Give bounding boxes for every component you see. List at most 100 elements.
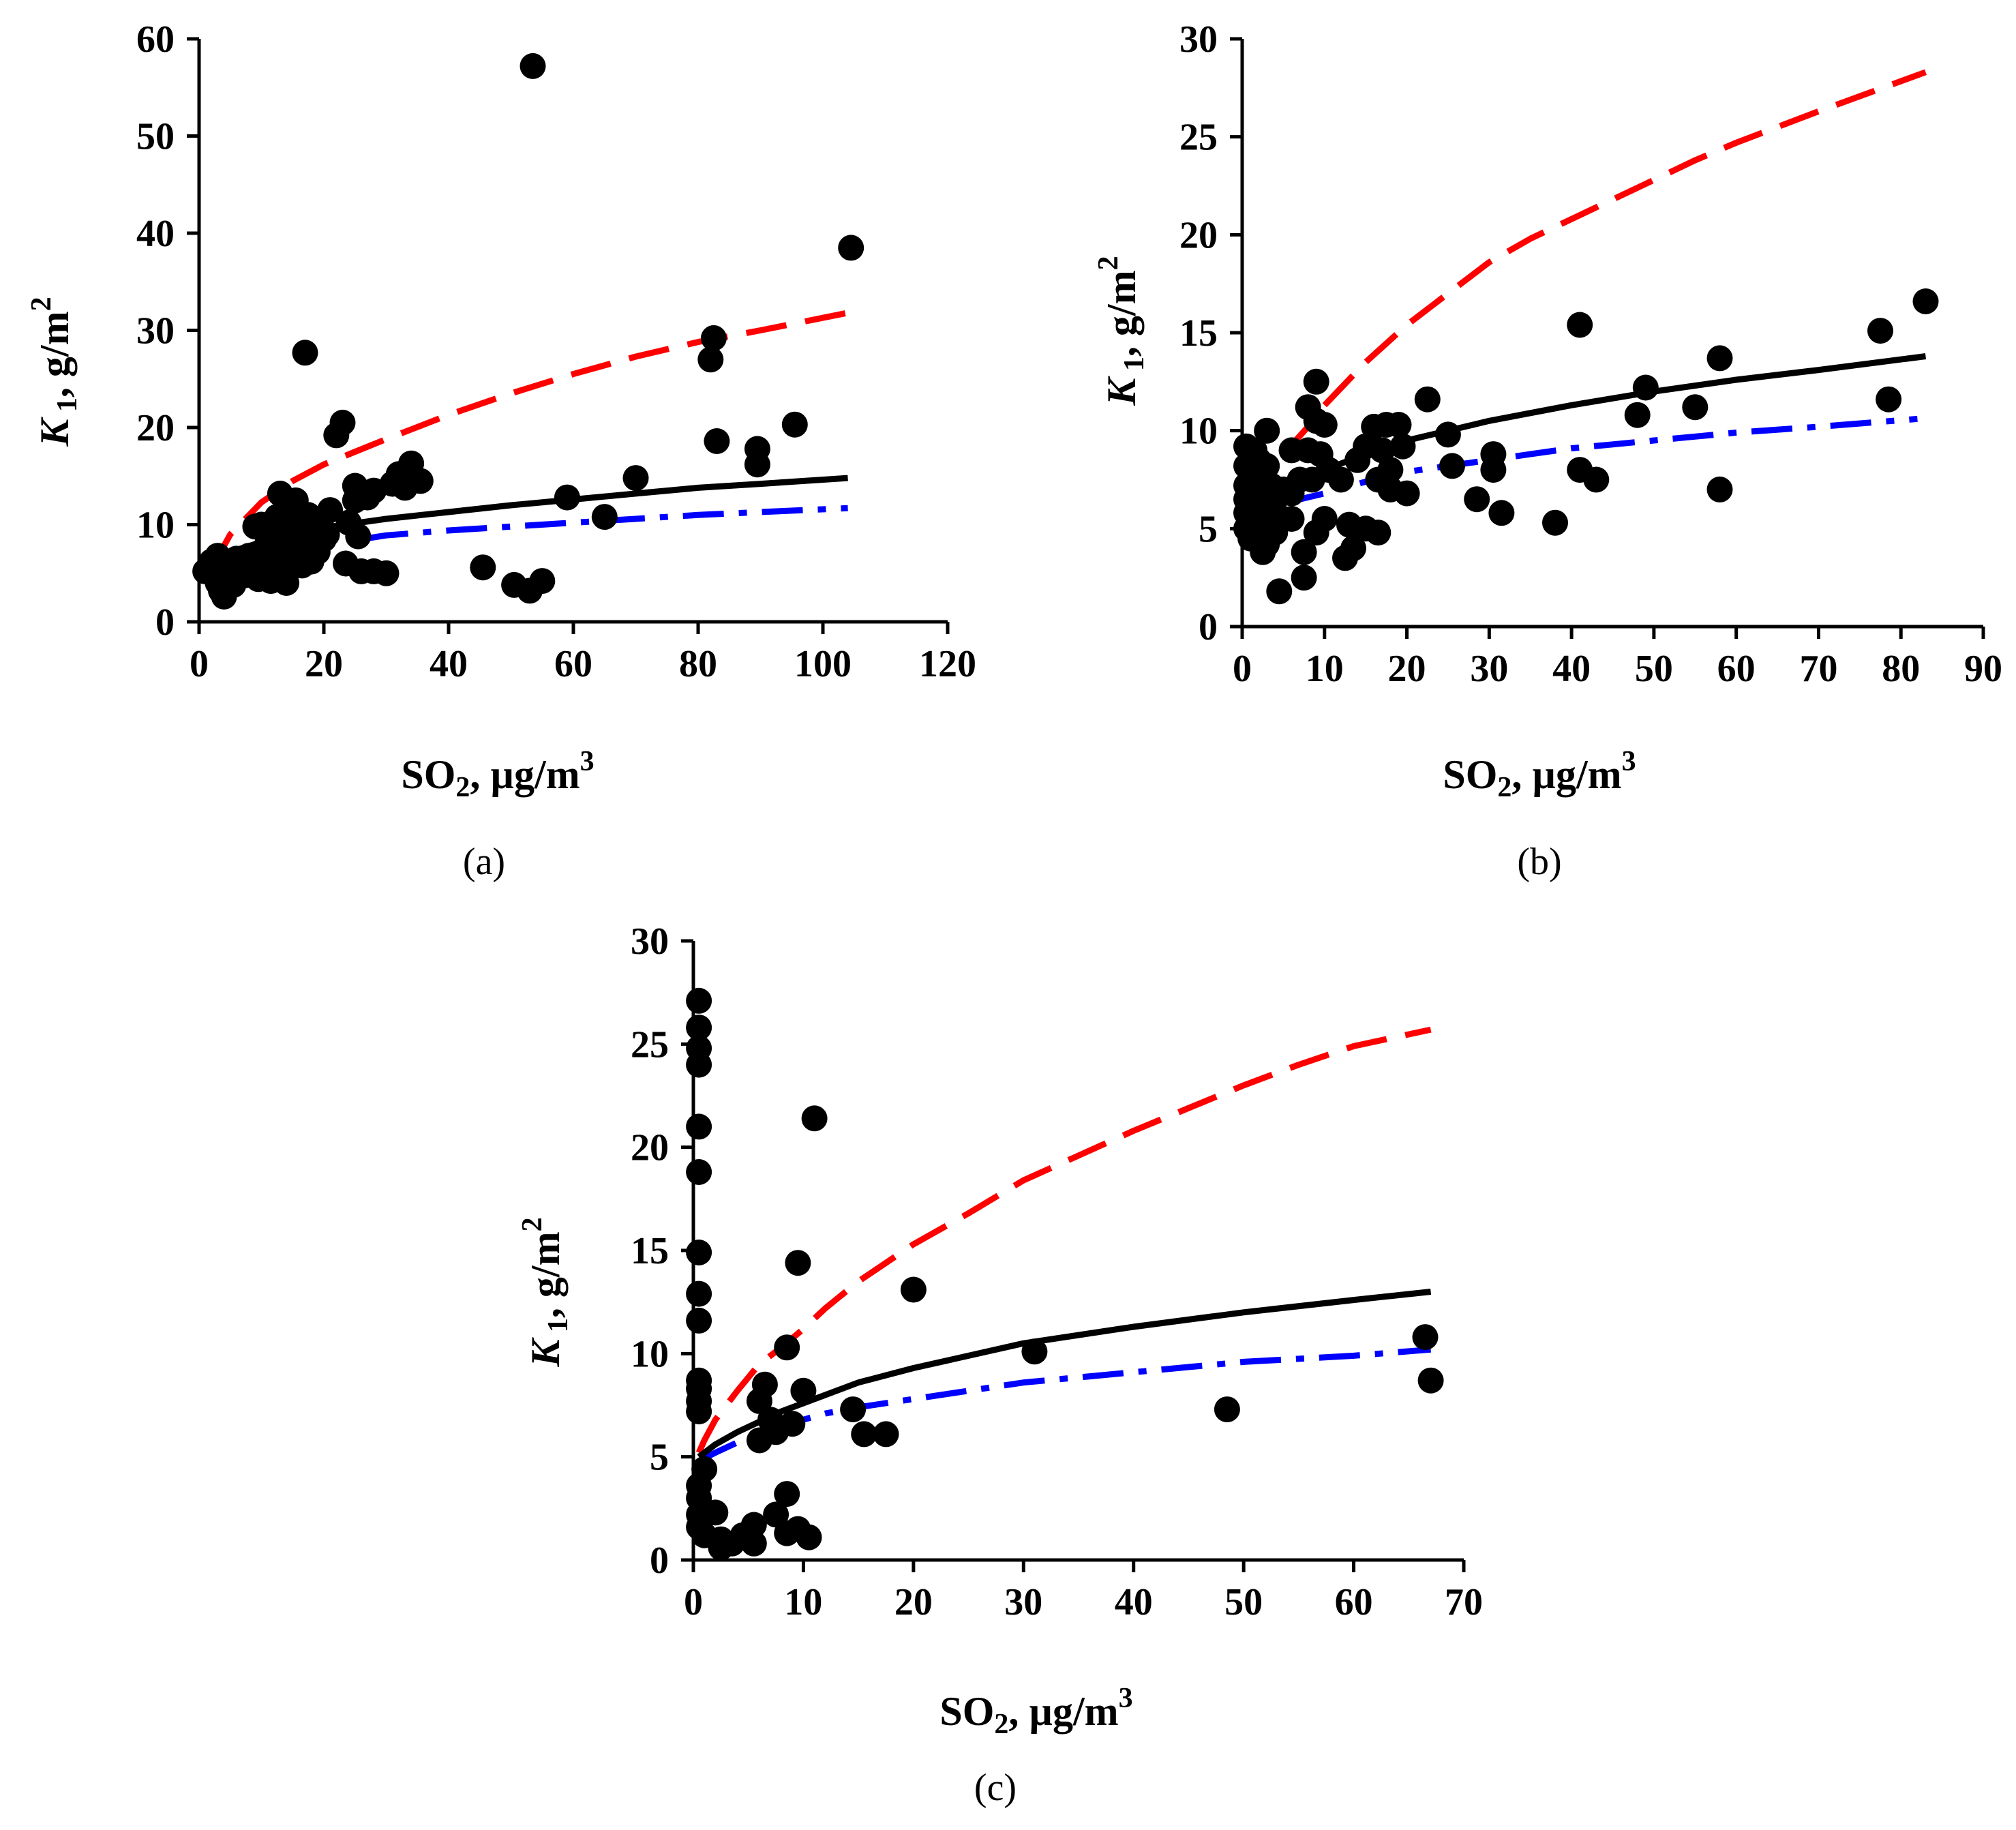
panel-c-data-point bbox=[1214, 1396, 1240, 1423]
panel-b-caption: (b) bbox=[1517, 841, 1561, 883]
panel-c-data-point bbox=[686, 1307, 712, 1334]
panel-c-y-tick-label: 0 bbox=[650, 1540, 669, 1582]
panel-b-data-point bbox=[1369, 437, 1396, 464]
panel-c-data-point bbox=[751, 1371, 778, 1398]
panel-b: (b) SO2, µg/m3 K 1, g/m2 bbox=[1093, 256, 1636, 883]
panel-b-x-tick-label: 30 bbox=[1470, 648, 1508, 690]
panel-b-x-tick-label: 80 bbox=[1882, 648, 1920, 690]
panel-b-x-tick-label: 60 bbox=[1717, 648, 1756, 690]
panel-a-data-point bbox=[591, 504, 618, 530]
panel-b-data-point bbox=[1254, 417, 1280, 444]
panel-c-data-point bbox=[1417, 1367, 1444, 1394]
panel-a-y-tick-label: 0 bbox=[155, 601, 175, 644]
panel-b-data-point bbox=[1682, 394, 1709, 421]
panel-a-y-tick-label: 60 bbox=[136, 18, 175, 61]
panel-b-x-tick-label: 40 bbox=[1552, 648, 1591, 690]
panel-c-y-tick-label: 10 bbox=[631, 1333, 669, 1375]
panel-b-y-tick-label: 10 bbox=[1179, 410, 1218, 453]
panel-b-data-point bbox=[1291, 539, 1317, 565]
panel-b-data-point bbox=[1624, 402, 1651, 428]
panel-a-data-point bbox=[622, 465, 649, 492]
panel-a-data-point bbox=[554, 484, 580, 511]
panel-c-data-point bbox=[840, 1396, 867, 1423]
panel-c-y-tick-label: 20 bbox=[631, 1127, 669, 1169]
panel-c-data-point bbox=[686, 1051, 712, 1078]
panel-a-x-tick-label: 60 bbox=[554, 643, 592, 685]
panel-a-data-point bbox=[273, 570, 300, 596]
panel-b-x-axis-title: SO2, µg/m3 bbox=[1443, 746, 1636, 803]
panel-b-data-point bbox=[1488, 500, 1515, 526]
panel-b-data-point bbox=[1266, 578, 1293, 605]
panel-b-data-point bbox=[1912, 288, 1939, 314]
panel-b-data-point bbox=[1480, 457, 1507, 483]
panel-c-data-point bbox=[801, 1105, 828, 1132]
panel-b-y-axis-title: K 1, g/m2 bbox=[1093, 256, 1150, 406]
panel-b-x-tick-label: 70 bbox=[1799, 648, 1837, 690]
panel-b-y-tick-label: 5 bbox=[1199, 508, 1218, 550]
panel-c-data-point bbox=[873, 1421, 899, 1448]
panel-c-data-point bbox=[785, 1250, 811, 1276]
panel-a-x-tick-label: 40 bbox=[430, 643, 468, 685]
panel-c-data-point bbox=[686, 1113, 712, 1140]
panel-a-data-point bbox=[520, 52, 546, 79]
panel-b-data-point bbox=[1291, 565, 1317, 591]
panel-b-data-point bbox=[1632, 374, 1659, 401]
panel-c-data-point bbox=[774, 1334, 800, 1361]
panel-b-data-point bbox=[1583, 466, 1610, 493]
panel-c-x-tick-label: 10 bbox=[784, 1581, 822, 1623]
panel-b-x-tick-label: 50 bbox=[1635, 648, 1673, 690]
panel-c-data-point bbox=[702, 1499, 729, 1526]
panel-b-data-point bbox=[1278, 506, 1305, 532]
panel-b-data-point bbox=[1434, 421, 1461, 448]
panel-b-y-tick-label: 15 bbox=[1179, 312, 1218, 355]
panel-c-x-tick-label: 50 bbox=[1224, 1581, 1263, 1623]
panel-a-x-tick-label: 0 bbox=[190, 643, 209, 685]
panel-a: (a) SO2, µg/m3 K 1, g/m2 bbox=[26, 297, 595, 883]
panel-c-data-point bbox=[774, 1481, 800, 1508]
panel-c-data-point bbox=[1412, 1324, 1439, 1351]
panel-b-data-point bbox=[1389, 433, 1416, 460]
panel-a-y-tick-label: 20 bbox=[136, 407, 175, 449]
panel-a-data-point bbox=[373, 560, 400, 586]
panel-c-x-tick-label: 0 bbox=[684, 1581, 703, 1623]
panel-a-x-tick-label: 120 bbox=[919, 643, 976, 685]
panel-c-data-point bbox=[779, 1411, 806, 1437]
panel-c-x-tick-label: 70 bbox=[1445, 1581, 1483, 1623]
panel-b-data-point bbox=[1377, 457, 1404, 483]
panel-b-data-point bbox=[1464, 486, 1490, 513]
panel-a-data-point bbox=[744, 436, 770, 462]
panel-b-x-tick-label: 20 bbox=[1388, 648, 1426, 690]
panel-b-data-point bbox=[1327, 466, 1354, 493]
panel-b-data-point bbox=[1706, 476, 1733, 502]
panel-b-data-point bbox=[1876, 386, 1902, 412]
panel-b-upper-curve bbox=[1248, 69, 1927, 501]
panel-c-lower-curve bbox=[697, 1346, 1431, 1464]
panel-b-data-point bbox=[1311, 412, 1338, 438]
panel-a-data-point bbox=[838, 235, 864, 261]
panel-a-y-tick-label: 10 bbox=[136, 505, 175, 547]
panel-c-y-tick-label: 5 bbox=[650, 1437, 669, 1479]
panel-a-caption: (a) bbox=[463, 841, 505, 883]
panel-c-y-tick-label: 25 bbox=[631, 1023, 669, 1066]
panel-a-data-point bbox=[407, 468, 434, 494]
panel-a-x-axis-title: SO2, µg/m3 bbox=[401, 746, 594, 803]
panel-c-solid-curve bbox=[697, 1289, 1432, 1460]
panel-c-x-tick-label: 60 bbox=[1335, 1581, 1373, 1623]
panel-c-data-point bbox=[900, 1276, 927, 1303]
panel-b-data-point bbox=[1385, 412, 1412, 438]
panel-c-data-point bbox=[790, 1377, 817, 1404]
panel-b-data-point bbox=[1254, 453, 1280, 479]
panel-a-data-point bbox=[700, 325, 727, 351]
panel-b-y-tick-label: 20 bbox=[1179, 214, 1218, 256]
panel-a-data-point bbox=[529, 568, 556, 595]
panel-a-y-tick-label: 30 bbox=[136, 310, 175, 352]
panel-b-data-point bbox=[1706, 345, 1733, 372]
panel-b-data-point bbox=[1567, 312, 1593, 338]
panel-c-y-axis-title: K 1, g/m2 bbox=[517, 1217, 574, 1367]
panel-c-data-point bbox=[796, 1524, 822, 1550]
panel-c-y-tick-label: 30 bbox=[631, 920, 669, 963]
panel-b-y-tick-label: 25 bbox=[1179, 117, 1218, 159]
panel-a-upper-curve bbox=[209, 310, 849, 570]
panel-c-data-point bbox=[691, 1456, 718, 1482]
